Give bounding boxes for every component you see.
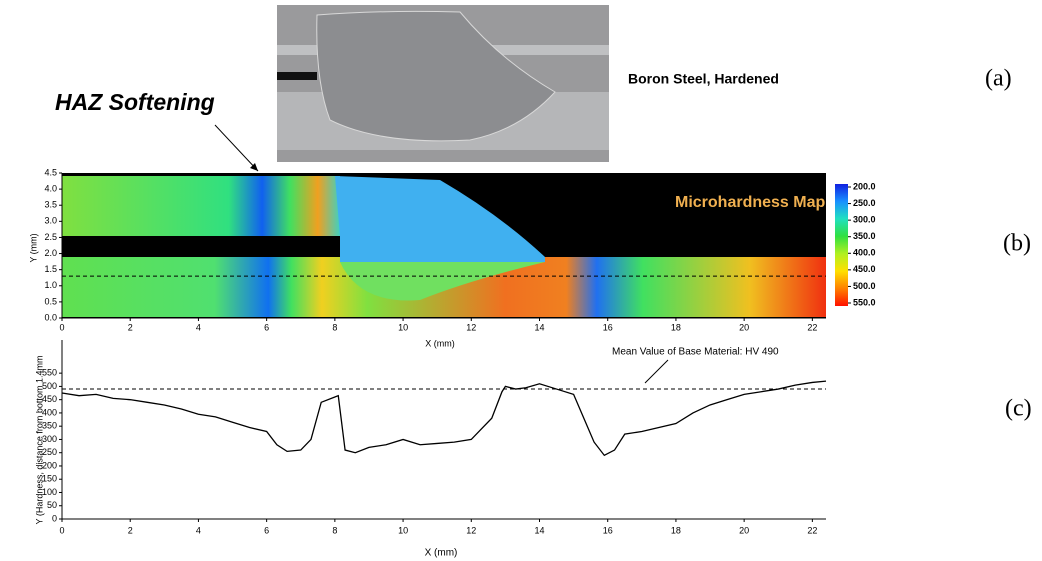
colorbar-label: 200.0 bbox=[853, 181, 876, 191]
arrow bbox=[645, 360, 668, 383]
x-tick-label: 8 bbox=[332, 322, 337, 332]
arrow bbox=[215, 125, 258, 171]
figure: HAZ Softening Boron Steel, Hardened (a) … bbox=[0, 0, 1042, 561]
map-gap bbox=[62, 238, 334, 254]
y-tick-label: 0.5 bbox=[44, 296, 57, 306]
x-tick-label: 10 bbox=[398, 525, 408, 535]
panel-label: (b) bbox=[1003, 231, 1031, 257]
hardness-line bbox=[62, 381, 826, 455]
x-tick-label: 4 bbox=[196, 322, 201, 332]
x-tick-label: 14 bbox=[534, 525, 544, 535]
x-axis-label: X (mm) bbox=[425, 338, 455, 348]
y-tick-label: 0 bbox=[52, 513, 57, 523]
x-tick-label: 2 bbox=[128, 322, 133, 332]
annotation: HAZ Softening bbox=[55, 89, 215, 115]
x-axis-label: X (mm) bbox=[425, 548, 458, 559]
x-tick-label: 6 bbox=[264, 525, 269, 535]
reference-label: Mean Value of Base Material: HV 490 bbox=[612, 347, 779, 358]
x-tick-label: 16 bbox=[603, 525, 613, 535]
panel-label: (a) bbox=[985, 66, 1012, 92]
map-upper-plate bbox=[62, 176, 340, 236]
colorbar-label: 550.0 bbox=[853, 297, 876, 307]
x-tick-label: 18 bbox=[671, 525, 681, 535]
colorbar-label: 400.0 bbox=[853, 248, 876, 258]
y-tick-label: 3.5 bbox=[44, 200, 57, 210]
y-axis-label: Y (mm) bbox=[28, 233, 38, 262]
x-tick-label: 20 bbox=[739, 525, 749, 535]
colorbar-label: 450.0 bbox=[853, 264, 876, 274]
colorbar-label: 500.0 bbox=[853, 281, 876, 291]
y-tick-label: 2.5 bbox=[44, 232, 57, 242]
x-tick-label: 10 bbox=[398, 322, 408, 332]
x-tick-label: 8 bbox=[332, 525, 337, 535]
panel-label: (c) bbox=[1005, 396, 1032, 422]
x-tick-label: 6 bbox=[264, 322, 269, 332]
colorbar-label: 350.0 bbox=[853, 231, 876, 241]
x-tick-label: 22 bbox=[807, 525, 817, 535]
colorbar-label: 300.0 bbox=[853, 215, 876, 225]
x-tick-label: 22 bbox=[807, 322, 817, 332]
y-tick-label: 1.5 bbox=[44, 264, 57, 274]
colorbar bbox=[835, 184, 848, 306]
x-tick-label: 16 bbox=[603, 322, 613, 332]
x-tick-label: 18 bbox=[671, 322, 681, 332]
y-tick-label: 3.0 bbox=[44, 216, 57, 226]
x-tick-label: 0 bbox=[59, 322, 64, 332]
x-tick-label: 4 bbox=[196, 525, 201, 535]
x-tick-label: 12 bbox=[466, 322, 476, 332]
y-tick-label: 4.5 bbox=[44, 167, 57, 177]
y-tick-label: 1.0 bbox=[44, 280, 57, 290]
y-tick-label: 2.0 bbox=[44, 248, 57, 258]
y-tick-label: 50 bbox=[47, 500, 57, 510]
y-tick-label: 4.0 bbox=[44, 183, 57, 193]
y-tick-label: 0.0 bbox=[44, 312, 57, 322]
material-label: Boron Steel, Hardened bbox=[628, 71, 779, 87]
photo-gap bbox=[277, 72, 317, 80]
colorbar-label: 250.0 bbox=[853, 198, 876, 208]
x-tick-label: 14 bbox=[534, 322, 544, 332]
x-tick-label: 20 bbox=[739, 322, 749, 332]
y-axis-label: Y (Hardness, distance from bottom 1.4mm bbox=[34, 356, 44, 525]
x-tick-label: 2 bbox=[128, 525, 133, 535]
x-tick-label: 0 bbox=[59, 525, 64, 535]
x-tick-label: 12 bbox=[466, 525, 476, 535]
chart-title: Microhardness Map bbox=[675, 194, 825, 211]
